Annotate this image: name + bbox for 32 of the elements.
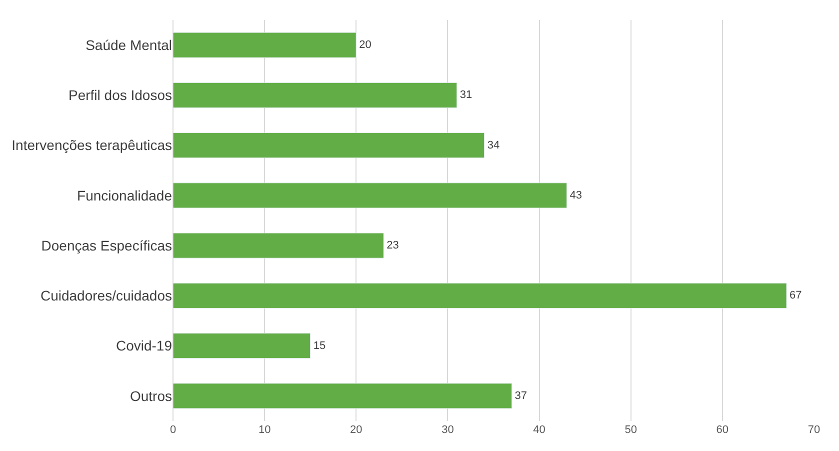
bar — [173, 182, 568, 208]
x-tick-label: 60 — [716, 424, 729, 436]
data-label: 37 — [514, 390, 528, 402]
data-label: 15 — [313, 340, 326, 352]
y-tick-label: Doenças Específicas — [41, 237, 172, 254]
y-tick-label: Covid-19 — [116, 338, 172, 354]
y-tick-label: Funcionalidade — [77, 187, 172, 204]
y-tick-label: Saúde Mental — [86, 36, 172, 53]
bar — [173, 32, 356, 58]
y-tick-label: Perfil dos Idosos — [68, 87, 172, 104]
data-label: 34 — [487, 139, 500, 152]
x-tick-label: 40 — [533, 424, 546, 436]
data-label: 20 — [359, 39, 372, 52]
y-tick-label: Intervenções terapêuticas — [12, 137, 172, 154]
y-tick-label: Cuidadores/cuidados — [40, 288, 172, 304]
bar — [173, 383, 512, 409]
x-tick-label: 20 — [350, 424, 362, 436]
data-label: 23 — [386, 240, 399, 252]
x-tick-label: 10 — [258, 424, 271, 436]
bar — [173, 282, 787, 308]
data-label: 43 — [570, 189, 582, 202]
x-tick-label: 0 — [170, 424, 176, 436]
data-label: 67 — [790, 290, 802, 302]
bar — [173, 232, 384, 258]
x-tick-label: 70 — [808, 424, 820, 436]
x-tick-label: 50 — [624, 424, 637, 436]
y-tick-label: Outros — [130, 388, 172, 404]
bar — [173, 333, 311, 359]
bar — [173, 132, 485, 158]
bar — [173, 82, 458, 108]
x-tick-label: 30 — [442, 424, 454, 436]
data-label: 31 — [460, 89, 472, 102]
